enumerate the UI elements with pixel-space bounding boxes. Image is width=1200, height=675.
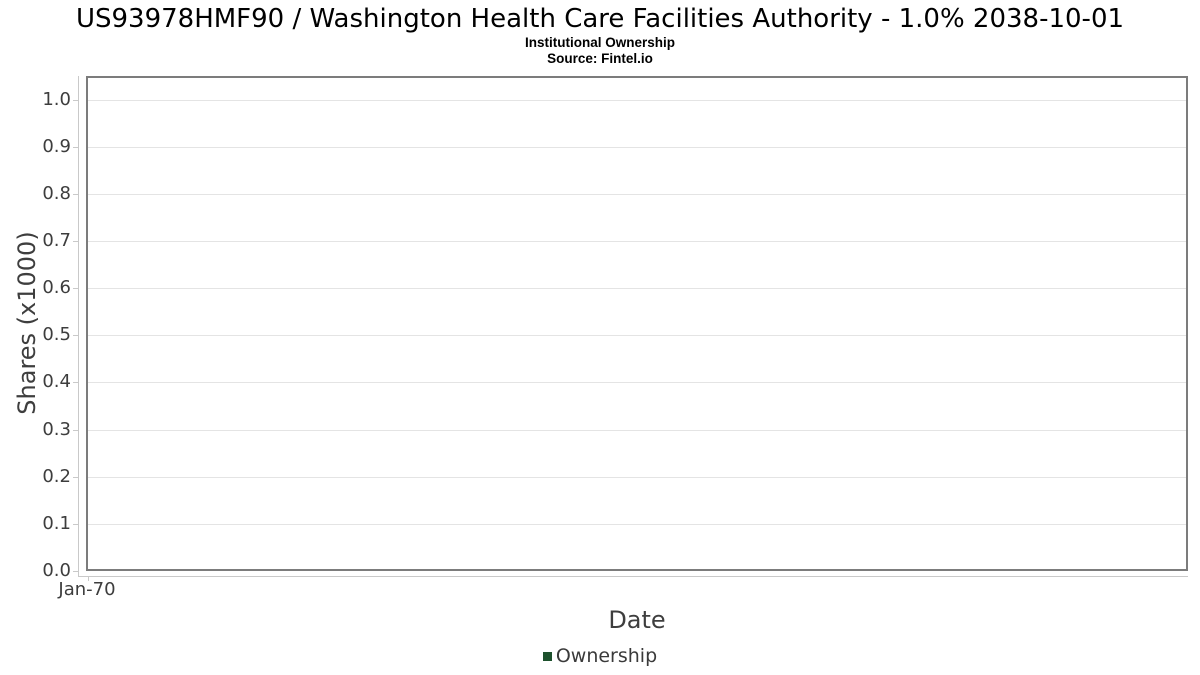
- x-tick-label: Jan-70: [58, 579, 116, 600]
- legend-swatch-ownership: [542, 651, 552, 661]
- chart-source-label: Source: Fintel.io: [547, 51, 653, 66]
- y-gridline: [88, 335, 1186, 337]
- y-tick-label: 0.9: [42, 135, 71, 157]
- plot-area: [86, 76, 1188, 571]
- y-axis-line: [78, 76, 79, 576]
- y-tick-label: 0.7: [42, 230, 71, 251]
- y-tick-label: 0.6: [42, 277, 71, 299]
- y-tick-mark: [73, 382, 78, 384]
- y-tick-mark: [73, 571, 78, 572]
- y-gridline: [88, 288, 1186, 290]
- y-gridline: [88, 523, 1186, 525]
- y-tick-label: 0.3: [42, 418, 71, 440]
- chart-title: US93978HMF90 / Washington Health Care Fa…: [75, 4, 1125, 34]
- legend-item-ownership[interactable]: Ownership: [542, 645, 658, 667]
- y-tick-label: 0.8: [42, 182, 71, 204]
- y-tick-label: 1.0: [42, 88, 71, 110]
- y-tick-label: 0.0: [42, 560, 71, 581]
- y-tick-label: 0.5: [42, 324, 71, 346]
- legend-label-ownership: Ownership: [555, 645, 658, 667]
- y-tick-label: 0.2: [42, 465, 71, 487]
- y-tick-label: 0.4: [42, 371, 71, 393]
- y-tick-mark: [73, 429, 78, 431]
- y-tick-mark: [73, 241, 78, 242]
- y-tick-mark: [73, 476, 78, 478]
- y-tick-label: 0.1: [42, 512, 71, 534]
- y-gridline: [88, 382, 1186, 384]
- legend: Ownership: [0, 645, 1200, 667]
- y-gridline: [88, 476, 1186, 478]
- y-gridline: [88, 99, 1186, 101]
- x-axis-title: Date: [608, 606, 666, 634]
- y-tick-mark: [73, 99, 78, 101]
- y-tick-mark: [73, 193, 78, 195]
- y-tick-mark: [73, 146, 78, 148]
- y-gridline: [88, 429, 1186, 431]
- y-gridline: [88, 146, 1186, 148]
- y-tick-mark: [73, 288, 78, 290]
- y-tick-mark: [73, 523, 78, 525]
- y-tick-mark: [73, 335, 78, 337]
- y-gridline: [88, 193, 1186, 195]
- x-axis-line: [78, 576, 1188, 577]
- y-gridline: [88, 241, 1186, 242]
- chart-subtitle: Institutional Ownership: [524, 35, 675, 50]
- x-tick-mark: [88, 576, 89, 581]
